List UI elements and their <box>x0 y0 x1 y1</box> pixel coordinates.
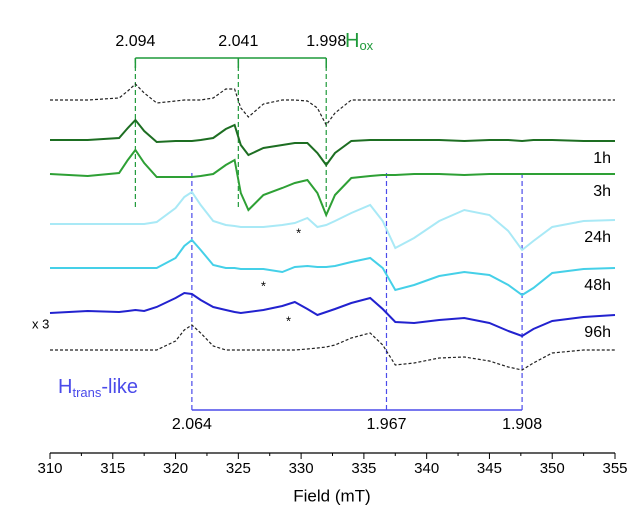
trace <box>50 324 615 371</box>
x-axis-title: Field (mT) <box>293 486 370 505</box>
g-label: 2.064 <box>172 416 212 433</box>
x-tick-label: 355 <box>602 460 627 477</box>
x-tick-label: 345 <box>477 460 502 477</box>
asterisk: * <box>296 225 301 240</box>
htrans-sub: trans <box>72 385 101 400</box>
g-label: 2.094 <box>115 33 155 50</box>
asterisk: * <box>261 278 266 293</box>
asterisk: * <box>286 313 291 328</box>
x-tick-label: 330 <box>289 460 314 477</box>
htrans-suffix: -like <box>101 376 138 398</box>
trace <box>50 118 615 167</box>
x-tick-label: 350 <box>540 460 565 477</box>
g-label: 2.041 <box>218 33 258 50</box>
trace <box>50 238 616 297</box>
hox-sub: ox <box>359 38 373 53</box>
x-tick-label: 320 <box>163 460 188 477</box>
trace <box>50 83 615 127</box>
series-label: 24h <box>584 229 611 246</box>
g-label: 1.967 <box>366 416 406 433</box>
g-label: 1.908 <box>502 416 542 433</box>
trace <box>49 148 615 218</box>
trace <box>50 190 616 252</box>
series-label: 96h <box>584 324 611 341</box>
x-tick-label: 310 <box>37 460 62 477</box>
g-label: 1.998 <box>306 33 346 50</box>
series-label: 3h <box>593 183 611 200</box>
series-label: 1h <box>593 150 611 167</box>
hox-main: H <box>345 30 359 52</box>
hox-label: Hox <box>345 30 374 53</box>
series-label: 48h <box>584 277 611 294</box>
htrans-label: Htrans-like <box>58 376 138 400</box>
x-tick-label: 325 <box>226 460 251 477</box>
x-tick-label: 335 <box>351 460 376 477</box>
scale-note: x 3 <box>32 316 49 331</box>
x-tick-label: 315 <box>100 460 125 477</box>
trace <box>49 291 616 338</box>
htrans-main: H <box>58 376 72 398</box>
x-tick-label: 340 <box>414 460 439 477</box>
